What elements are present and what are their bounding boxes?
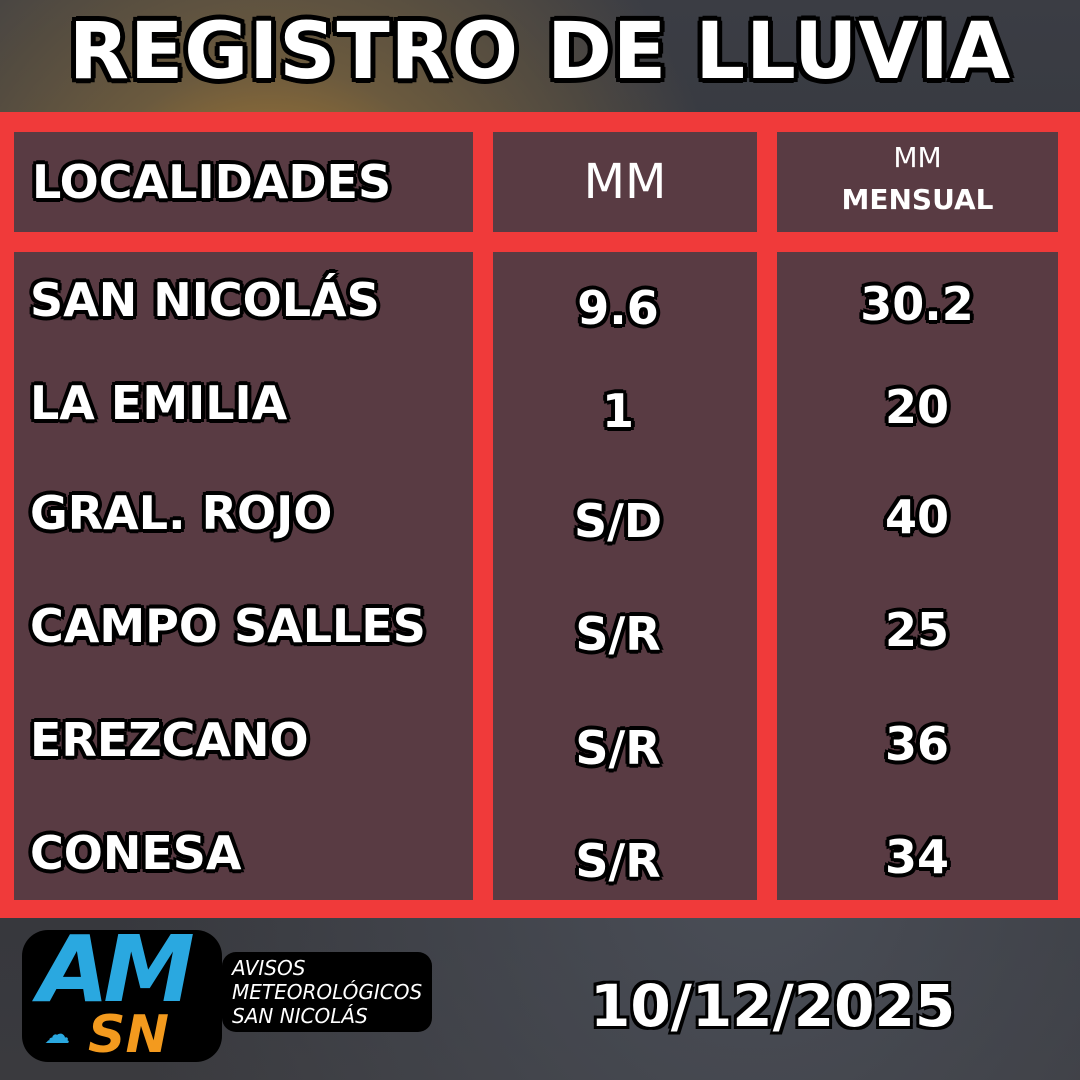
- locality-name: SAN NICOLÁS: [30, 273, 380, 327]
- locality-name: GRAL. ROJO: [30, 486, 333, 540]
- rain-table: LOCALIDADES MM MM MENSUAL: [0, 112, 1080, 918]
- page-title: REGISTRO DE LLUVIA: [68, 7, 1012, 97]
- locality-name: CONESA: [30, 826, 242, 880]
- column-monthly: [777, 252, 1058, 900]
- mm-value: S/D: [573, 494, 663, 548]
- logo-badge: [22, 930, 222, 1062]
- cloud-sun-icon: ☁: [44, 1020, 70, 1050]
- monthly-value: 30.2: [860, 277, 974, 331]
- header-cell-mm: [493, 132, 757, 232]
- logo-text: AVISOS METEOROLÓGICOS SAN NICOLÁS: [222, 952, 433, 1032]
- date: 10/12/2025: [590, 972, 956, 1040]
- mm-value: S/R: [575, 607, 661, 661]
- locality-name: EREZCANO: [30, 713, 309, 767]
- monthly-value: 40: [884, 490, 949, 544]
- header-cell-monthly: [777, 132, 1058, 232]
- header-mm: MM: [583, 154, 667, 210]
- monthly-value: 25: [884, 603, 949, 657]
- monthly-value: 34: [884, 830, 949, 884]
- logo-line-1: AVISOS: [232, 956, 306, 980]
- mm-value: S/R: [575, 834, 661, 888]
- mm-value: S/R: [575, 721, 661, 775]
- mm-value: 1: [601, 384, 634, 438]
- column-localities: [14, 252, 473, 900]
- locality-name: LA EMILIA: [30, 376, 288, 430]
- monthly-value: 20: [884, 380, 949, 434]
- locality-name: CAMPO SALLES: [30, 599, 426, 653]
- logo-line-2: METEOROLÓGICOS: [232, 980, 423, 1004]
- logo-line-3: SAN NICOLÁS: [232, 1004, 368, 1028]
- header-mm-monthly-2: MENSUAL: [841, 183, 994, 216]
- monthly-value: 36: [884, 717, 949, 771]
- header-cell-locality: [14, 132, 473, 232]
- header-mm-monthly-1: MM: [893, 141, 942, 174]
- logo: AM ☁ SN AVISOS METEOROLÓGICOS SAN NICOLÁ…: [22, 916, 442, 1065]
- mm-value: 9.6: [577, 281, 659, 335]
- logo-sn: SN: [88, 1005, 169, 1065]
- logo-am: AM: [38, 916, 195, 1023]
- header-localidades: LOCALIDADES: [32, 155, 392, 209]
- column-mm: [493, 252, 757, 900]
